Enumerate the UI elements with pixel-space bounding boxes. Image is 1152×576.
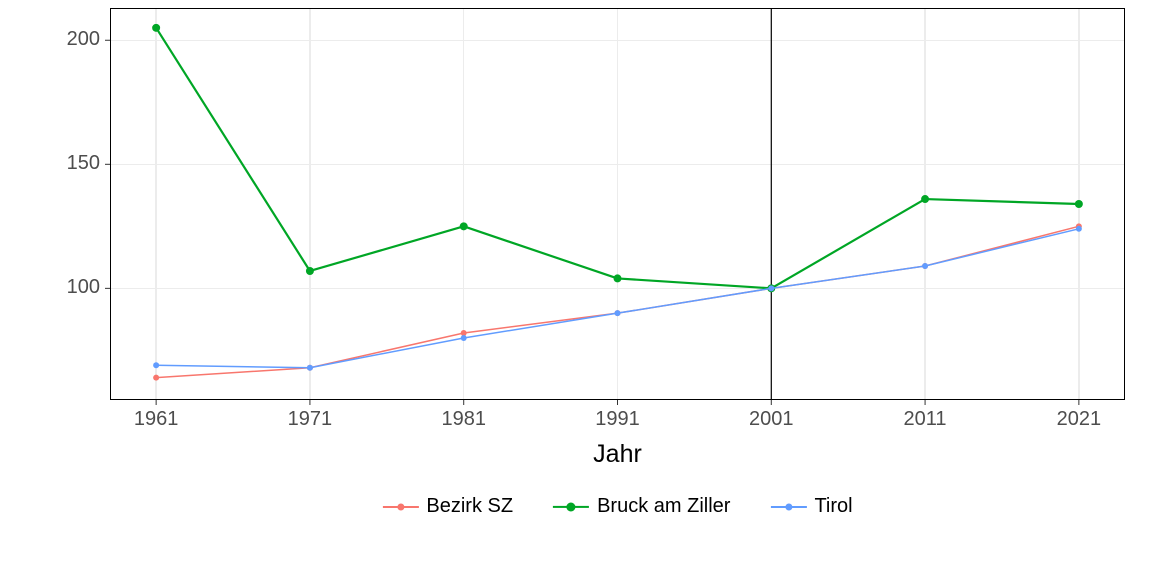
series-point: [1075, 200, 1083, 208]
legend-item: Bruck am Ziller: [553, 495, 730, 518]
x-tick-label: 1971: [280, 408, 340, 431]
line-chart: Index 2001 = 100 Jahr 196119711981199120…: [0, 0, 1152, 576]
series-line: [156, 28, 1079, 289]
series-line: [156, 229, 1079, 368]
legend-key: [382, 498, 418, 516]
legend-label: Tirol: [814, 495, 852, 518]
series-point: [461, 335, 467, 341]
series-point: [1076, 226, 1082, 232]
x-tick-label: 2001: [741, 408, 801, 431]
series-point: [922, 263, 928, 269]
legend-item: Tirol: [770, 495, 852, 518]
legend-label: Bruck am Ziller: [597, 495, 730, 518]
x-tick-label: 1991: [588, 408, 648, 431]
series-point: [615, 310, 621, 316]
series-point: [306, 267, 314, 275]
legend-key: [553, 498, 589, 516]
x-tick-label: 1961: [126, 408, 186, 431]
series-point: [152, 24, 160, 32]
plot-svg: [0, 0, 1152, 576]
x-axis-title: Jahr: [593, 440, 642, 469]
y-tick-label: 200: [50, 28, 100, 51]
x-tick-label: 2011: [895, 408, 955, 431]
legend-label: Bezirk SZ: [426, 495, 513, 518]
legend: Bezirk SZ Bruck am Ziller Tirol: [382, 495, 852, 518]
series-line: [156, 226, 1079, 377]
x-tick-label: 1981: [434, 408, 494, 431]
series-point: [153, 362, 159, 368]
series-point: [921, 195, 929, 203]
legend-item: Bezirk SZ: [382, 495, 513, 518]
y-tick-label: 100: [50, 276, 100, 299]
series-point: [153, 375, 159, 381]
y-tick-label: 150: [50, 152, 100, 175]
series-point: [768, 285, 774, 291]
series-point: [614, 274, 622, 282]
legend-key: [770, 498, 806, 516]
x-tick-label: 2021: [1049, 408, 1109, 431]
series-point: [460, 222, 468, 230]
series-point: [307, 365, 313, 371]
